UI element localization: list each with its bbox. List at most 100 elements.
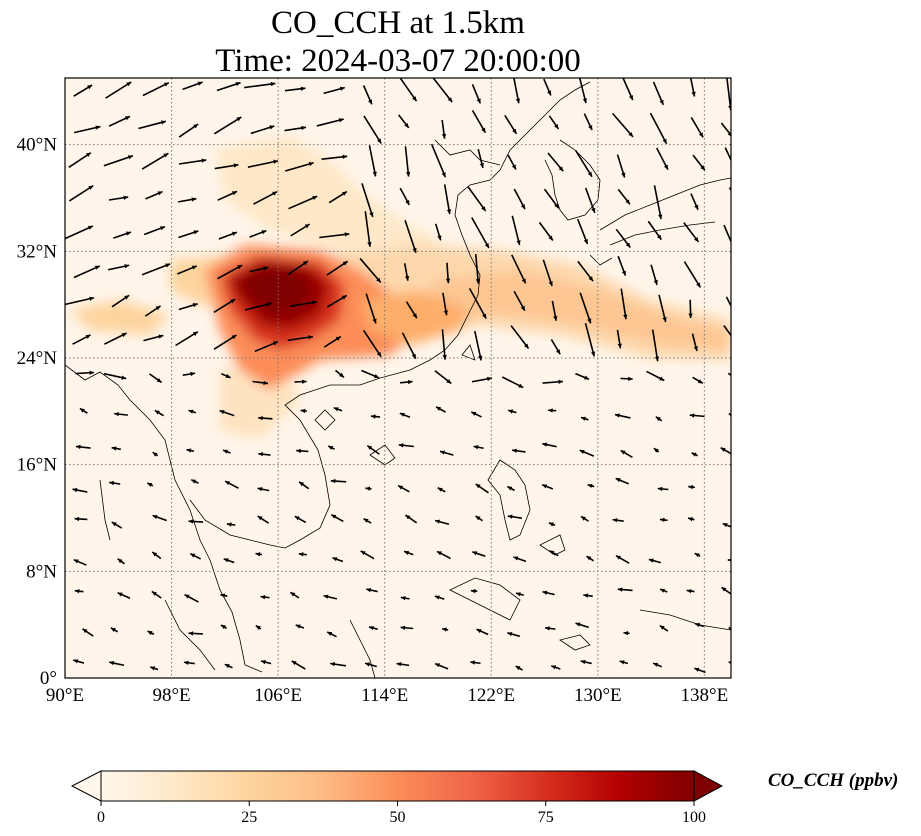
wind-vector <box>691 333 698 352</box>
wind-vector <box>332 556 344 563</box>
wind-vector <box>176 265 198 275</box>
wind-vector <box>213 116 242 135</box>
wind-vector <box>430 143 447 178</box>
wind-vector <box>474 330 483 361</box>
wind-vector <box>439 450 454 456</box>
wind-vector <box>188 519 204 524</box>
wind-vector <box>434 370 452 385</box>
chart-title-line1: CO_CCH at 1.5km <box>271 5 525 41</box>
wind-vector <box>68 152 92 169</box>
wind-vector <box>68 184 94 202</box>
wind-vector <box>403 550 414 556</box>
wind-vector <box>323 335 342 348</box>
wind-vector <box>141 263 171 276</box>
wind-vector <box>542 259 553 287</box>
wind-vector <box>141 152 169 170</box>
wind-vector <box>154 409 165 417</box>
lon-tick-label: 138°E <box>681 685 729 706</box>
wind-vector <box>513 78 521 104</box>
wind-vector <box>432 78 453 103</box>
colorbar-tick-label: 75 <box>538 809 554 826</box>
map-frame <box>64 77 732 679</box>
wind-vector <box>720 447 731 455</box>
wind-vector <box>658 294 667 323</box>
wind-vector <box>178 230 199 239</box>
wind-vector <box>188 409 197 414</box>
wind-vector <box>300 408 307 414</box>
wind-vector <box>405 301 418 319</box>
colorbar-tick-labels: 0 25 50 75 100 <box>97 801 706 826</box>
wind-vector <box>579 292 592 324</box>
wind-vector <box>513 290 526 312</box>
wind-vector <box>362 85 373 105</box>
wind-vector <box>726 78 731 111</box>
wind-vector <box>470 588 478 594</box>
lon-tick-label: 98°E <box>152 685 190 706</box>
wind-vector <box>321 154 348 161</box>
wind-vector <box>359 257 382 284</box>
lat-tick-label: 16°N <box>17 455 58 476</box>
wind-vector <box>472 551 486 558</box>
wind-vector <box>477 148 484 169</box>
wind-vector <box>224 663 233 669</box>
wind-vector <box>577 260 594 282</box>
lon-tick-label: 122°E <box>467 685 515 706</box>
wind-vector <box>476 628 489 636</box>
wind-vector <box>249 229 267 238</box>
wind-vector <box>294 379 307 384</box>
wind-vector <box>399 379 413 385</box>
wind-vector <box>249 266 269 273</box>
wind-vector <box>364 662 377 668</box>
wind-vector <box>178 123 199 138</box>
wind-vector-field <box>65 78 731 674</box>
wind-vector <box>615 228 631 249</box>
wind-vector <box>615 477 630 485</box>
wind-vector <box>218 231 238 240</box>
wind-vector <box>143 334 164 342</box>
wind-vector <box>178 197 197 203</box>
wind-vector <box>370 414 381 419</box>
wind-vector <box>298 481 310 490</box>
wind-vector <box>652 662 663 668</box>
wind-vector <box>511 215 521 246</box>
wind-vector <box>622 78 634 101</box>
wind-vector <box>74 589 84 594</box>
wind-vector <box>580 659 592 665</box>
wind-vector <box>612 518 624 523</box>
wind-vector <box>110 627 119 633</box>
wind-vector <box>397 484 410 493</box>
wind-vector <box>213 334 237 350</box>
wind-vector <box>515 665 523 671</box>
wind-vector <box>111 446 121 451</box>
wind-vector <box>435 406 446 413</box>
wind-vector <box>224 480 239 489</box>
wind-vector <box>510 325 530 349</box>
wind-vector <box>73 659 85 664</box>
wind-vector <box>443 184 452 215</box>
wind-vector <box>400 625 414 630</box>
wind-vector <box>542 442 557 448</box>
longitude-tick-labels: 90°E 98°E 106°E 114°E 122°E 130°E 138°E <box>46 685 728 706</box>
wind-vector <box>73 125 101 134</box>
wind-vector <box>659 624 669 632</box>
wind-vector <box>250 125 275 135</box>
wind-vector <box>103 155 134 167</box>
wind-vector <box>434 662 449 670</box>
wind-vector <box>543 188 560 209</box>
wind-vector <box>138 120 167 130</box>
wind-vector <box>549 549 559 557</box>
wind-vector <box>651 329 660 362</box>
wind-vector <box>333 407 343 412</box>
wind-vector <box>575 150 593 178</box>
wind-vector <box>182 371 196 377</box>
wind-vector <box>619 660 629 665</box>
wind-vector <box>730 481 731 483</box>
wind-vector <box>365 293 377 324</box>
wind-vector <box>260 595 270 600</box>
wind-vector <box>506 485 515 492</box>
colorbar-tick-label: 25 <box>241 809 257 826</box>
wind-vector <box>75 444 91 450</box>
wind-vector <box>575 622 589 629</box>
wind-vector <box>220 624 228 630</box>
wind-vector <box>543 78 552 96</box>
